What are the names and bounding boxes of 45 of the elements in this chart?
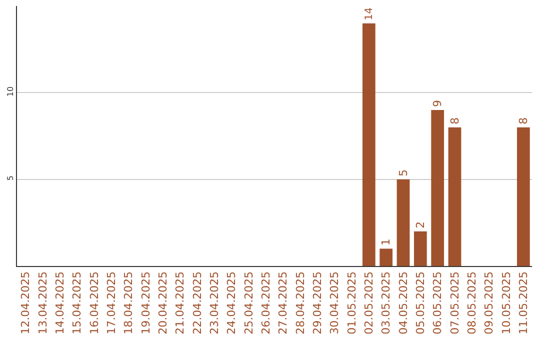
x-tick-label: 23.04.2025 bbox=[208, 271, 221, 334]
x-tick-label: 21.04.2025 bbox=[174, 271, 187, 334]
x-tick-label: 20.04.2025 bbox=[156, 271, 170, 334]
x-tick-label: 25.04.2025 bbox=[242, 271, 256, 334]
x-tick-label: 08.05.2025 bbox=[465, 271, 478, 334]
y-tick-label: 10 bbox=[6, 86, 15, 97]
x-tick-label: 05.05.2025 bbox=[414, 271, 427, 334]
x-tick-label: 12.04.2025 bbox=[19, 271, 32, 334]
bar bbox=[414, 231, 427, 266]
x-tick-label: 27.04.2025 bbox=[276, 271, 290, 334]
x-tick-label: 14.04.2025 bbox=[53, 271, 66, 334]
bar bbox=[448, 127, 462, 266]
x-tick-label: 04.05.2025 bbox=[396, 271, 410, 334]
x-tick-label: 17.04.2025 bbox=[104, 271, 118, 334]
x-tick-label: 01.05.2025 bbox=[345, 271, 358, 334]
bar bbox=[362, 23, 376, 266]
x-tick-label: 18.04.2025 bbox=[122, 271, 136, 334]
data-label: 8 bbox=[448, 117, 462, 124]
x-tick-label: 29.04.2025 bbox=[310, 271, 324, 334]
data-label: 9 bbox=[431, 100, 444, 107]
data-label: 5 bbox=[396, 169, 410, 176]
x-tick-label: 02.05.2025 bbox=[362, 271, 376, 334]
x-tick-label: 13.04.2025 bbox=[36, 271, 50, 334]
bar bbox=[380, 248, 393, 266]
x-tick-label: 24.04.2025 bbox=[225, 271, 238, 334]
x-tick-label: 15.04.2025 bbox=[70, 271, 84, 334]
x-tick-label: 30.04.2025 bbox=[328, 271, 342, 334]
x-tick-label: 19.04.2025 bbox=[139, 271, 152, 334]
x-tick-label: 26.04.2025 bbox=[259, 271, 272, 334]
x-tick-label: 28.04.2025 bbox=[294, 271, 307, 334]
x-tick-label: 06.05.2025 bbox=[431, 271, 444, 334]
x-tick-label: 09.05.2025 bbox=[482, 271, 496, 334]
bar bbox=[431, 110, 444, 266]
x-tick-label: 22.04.2025 bbox=[190, 271, 204, 334]
data-label: 8 bbox=[516, 117, 530, 124]
x-tick-label: 11.05.2025 bbox=[516, 271, 530, 334]
data-label: 1 bbox=[380, 238, 393, 246]
x-tick-label: 03.05.2025 bbox=[380, 271, 393, 334]
x-tick-label: 10.05.2025 bbox=[500, 271, 513, 334]
data-label: 14 bbox=[364, 7, 376, 20]
bar bbox=[396, 179, 410, 266]
x-tick-label: 16.04.2025 bbox=[88, 271, 101, 334]
data-label: 2 bbox=[414, 221, 427, 228]
bar bbox=[516, 127, 530, 266]
x-tick-label: 07.05.2025 bbox=[448, 271, 462, 334]
